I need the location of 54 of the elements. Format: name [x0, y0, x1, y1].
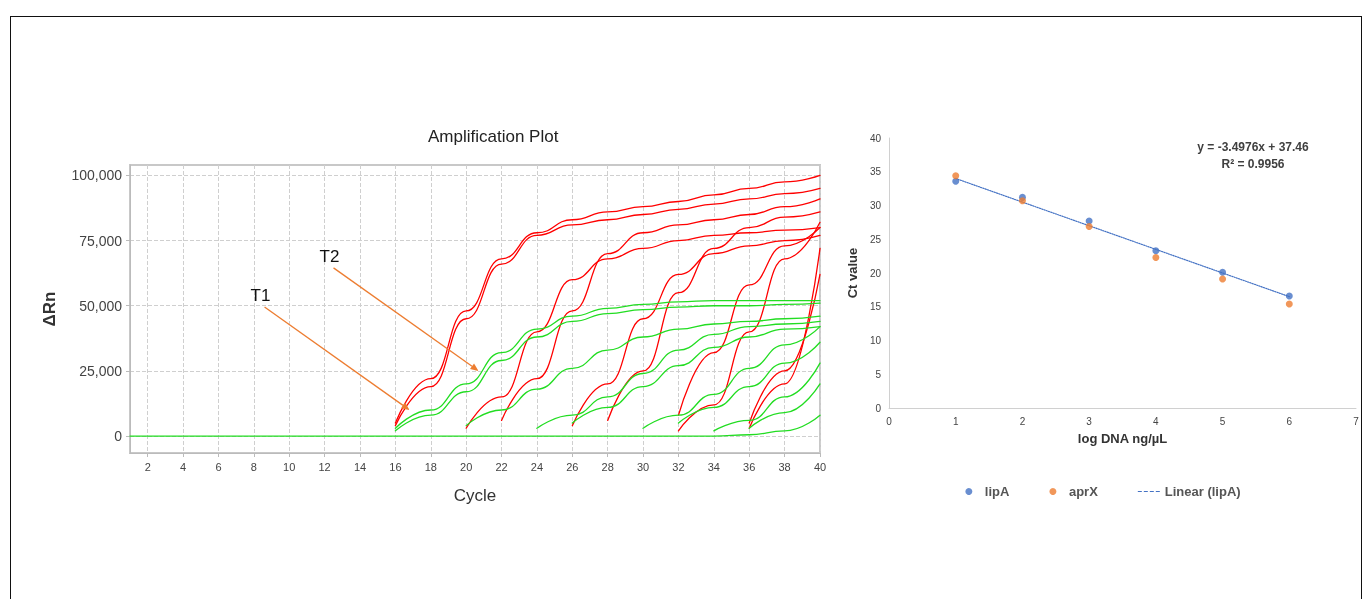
x-tick-label: 36 — [743, 460, 756, 473]
y-axis-title: ΔRn — [40, 291, 59, 327]
y-tick-label: 25 — [869, 233, 882, 245]
x-tick-label: 2 — [144, 460, 151, 473]
annotation: R² = 0.9956 — [1221, 157, 1285, 171]
x-tick-label: 5 — [1219, 415, 1226, 427]
x-tick-label: 38 — [778, 460, 791, 473]
annotation: y = -3.4976x + 37.46 — [1197, 140, 1310, 154]
annotation: T1 — [250, 286, 271, 305]
x-tick-label: 34 — [707, 460, 720, 473]
x-tick-label: 14 — [353, 460, 367, 473]
y-tick-label: 40 — [869, 132, 882, 144]
legend-label: lipA — [984, 484, 1011, 499]
x-tick-label: 32 — [672, 460, 685, 473]
chart-title: Amplification Plot — [428, 127, 559, 146]
x-tick-label: 22 — [495, 460, 508, 473]
x-tick-label: 20 — [460, 460, 473, 473]
y-tick-label: 100,000 — [71, 167, 123, 184]
x-tick-label: 24 — [530, 460, 544, 473]
x-tick-label: 6 — [215, 460, 222, 473]
x-axis-title: log DNA ng/µL — [1077, 431, 1168, 446]
x-tick-label: 7 — [1353, 415, 1360, 427]
x-tick-label: 10 — [283, 460, 296, 473]
y-tick-label: 20 — [869, 267, 882, 279]
x-tick-label: 16 — [389, 460, 402, 473]
y-tick-label: 30 — [869, 200, 882, 211]
y-tick-label: 0 — [875, 402, 882, 414]
legend-label: Linear (lipA) — [1164, 484, 1241, 499]
y-tick-label: 15 — [869, 301, 882, 313]
x-tick-label: 1 — [952, 415, 959, 427]
x-tick-label: 30 — [636, 460, 650, 473]
x-tick-label: 4 — [1153, 415, 1160, 427]
y-axis-title: Ct value — [845, 247, 860, 299]
y-tick-label: 35 — [869, 166, 882, 178]
y-tick-label: 10 — [869, 335, 882, 346]
x-tick-label: 6 — [1286, 415, 1293, 427]
y-tick-label: 5 — [875, 368, 882, 380]
x-tick-label: 26 — [566, 460, 579, 473]
y-tick-label: 75,000 — [79, 232, 123, 249]
x-tick-label: 40 — [813, 460, 827, 473]
x-tick-label: 3 — [1086, 415, 1093, 427]
x-tick-label: 0 — [886, 415, 893, 427]
x-tick-label: 12 — [318, 460, 331, 473]
y-tick-label: 50,000 — [79, 297, 123, 314]
y-tick-label: 0 — [114, 428, 123, 445]
x-tick-label: 18 — [424, 460, 437, 473]
y-tick-label: 25,000 — [79, 362, 123, 379]
x-tick-label: 4 — [180, 460, 187, 473]
x-tick-label: 2 — [1019, 415, 1026, 427]
x-tick-label: 28 — [601, 460, 614, 473]
annotation: T2 — [319, 246, 340, 266]
legend-label: aprX — [1068, 484, 1099, 499]
x-axis-title: Cycle — [453, 486, 497, 505]
x-tick-label: 8 — [250, 460, 257, 473]
